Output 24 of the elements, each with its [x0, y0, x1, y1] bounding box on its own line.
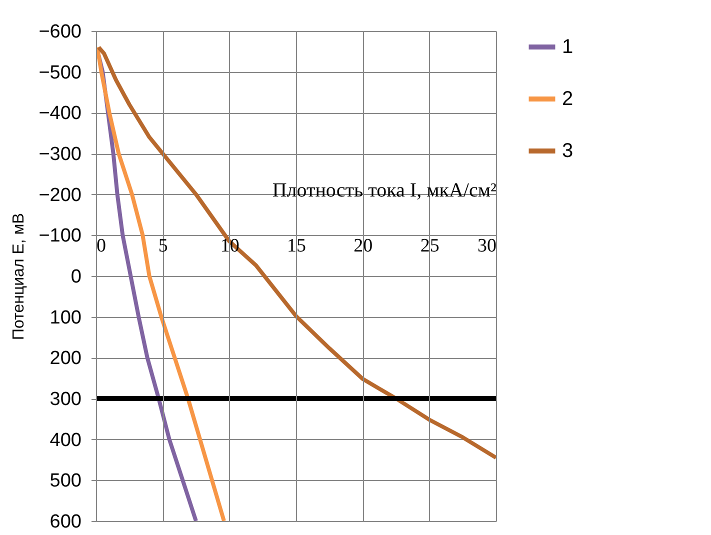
y-tick-label: −200: [38, 184, 82, 206]
x-tick-label: 15: [287, 236, 306, 257]
y-tick-label: 100: [50, 307, 82, 328]
y-tick-label: 500: [50, 470, 82, 492]
x-tick-label: 0: [96, 236, 106, 257]
y-tick-label: −300: [38, 144, 82, 165]
y-tick-label: −100: [38, 226, 82, 247]
x-tick-label: 25: [420, 236, 440, 257]
legend-label: 1: [562, 36, 574, 58]
y-tick-label: 600: [50, 512, 82, 532]
y-tick-label: −500: [38, 62, 82, 84]
y-tick-label: −400: [38, 103, 82, 124]
y-tick-label: 400: [50, 430, 82, 451]
y-axis-title: Потенциал E, мВ: [10, 213, 28, 340]
x-tick-label: 20: [354, 236, 373, 257]
legend-label: 3: [562, 140, 574, 162]
x-tick-label: 5: [158, 236, 168, 257]
x-tick-label: 30: [478, 236, 496, 257]
y-tick-label: 200: [50, 348, 82, 370]
y-tick-label: 300: [50, 389, 82, 410]
y-tick-label: −600: [38, 22, 82, 42]
y-tick-label: 0: [70, 266, 82, 288]
legend-label: 2: [562, 88, 574, 110]
x-axis-title: Плотность тока I, мкА/см²: [272, 180, 496, 202]
